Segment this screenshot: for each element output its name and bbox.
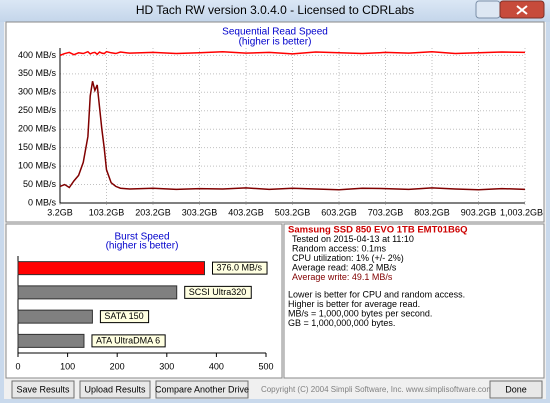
- bar-label: ATA UltraDMA 6: [96, 335, 160, 345]
- title-bar: [0, 0, 550, 22]
- bar-label-box: [184, 285, 252, 299]
- y-tick-label: 200 MB/s: [18, 124, 57, 134]
- bar-label: 376.0 MB/s: [216, 263, 262, 273]
- x-tick-label: 203.2GB: [135, 207, 171, 217]
- x-tick-label: 403.2GB: [228, 207, 264, 217]
- x-tick-label: 1,003.2GB: [500, 207, 543, 217]
- close-icon: [516, 5, 528, 15]
- x-tick-label: 903.2GB: [461, 207, 497, 217]
- info-line: Random access: 0.1ms: [292, 243, 387, 253]
- info-line: Average write: 49.1 MB/s: [292, 272, 393, 282]
- button-label[interactable]: Done: [505, 384, 527, 394]
- y-tick-label: 300 MB/s: [18, 87, 57, 97]
- x-tick-label: 103.2GB: [89, 207, 125, 217]
- y-tick-label: 0 MB/s: [28, 197, 57, 207]
- button-label[interactable]: Compare Another Drive: [155, 384, 249, 394]
- y-tick-label: 150 MB/s: [18, 142, 57, 152]
- x-tick-label: 200: [110, 361, 125, 371]
- button[interactable]: Done: [489, 380, 543, 399]
- x-tick-label: 803.2GB: [414, 207, 450, 217]
- info-line: CPU utilization: 1% (+/- 2%): [292, 253, 404, 263]
- bar: [17, 261, 205, 276]
- button[interactable]: Upload Results: [79, 380, 151, 399]
- bar: [17, 333, 85, 348]
- chart-subtitle: (higher is better): [239, 37, 312, 48]
- info-note: GB = 1,000,000,000 bytes.: [288, 318, 395, 328]
- info-note: MB/s = 1,000,000 bytes per second.: [288, 308, 432, 318]
- data-line: [59, 81, 526, 191]
- chart-title: Burst Speed: [114, 232, 169, 243]
- bar-label: SATA 150: [104, 311, 143, 321]
- x-tick-label: 303.2GB: [182, 207, 218, 217]
- x-tick-label: 400: [209, 361, 224, 371]
- info-line: Average read: 408.2 MB/s: [292, 262, 397, 272]
- bar: [17, 285, 178, 300]
- info-panel: [283, 223, 545, 379]
- button[interactable]: Save Results: [11, 380, 75, 399]
- minimize-button[interactable]: [475, 0, 501, 19]
- x-tick-label: 3.2GB: [47, 207, 73, 217]
- y-tick-label: 350 MB/s: [18, 68, 57, 78]
- copyright: Copyright (C) 2004 Simpli Software, Inc.…: [261, 385, 493, 394]
- bar-label: SCSI Ultra320: [189, 287, 247, 297]
- chart-title: Sequential Read Speed: [222, 27, 328, 38]
- x-tick-label: 703.2GB: [368, 207, 404, 217]
- button-label[interactable]: Save Results: [16, 384, 70, 394]
- drive-name: Samsung SSD 850 EVO 1TB EMT01B6Q: [288, 225, 468, 236]
- y-tick-label: 50 MB/s: [23, 179, 57, 189]
- chart-subtitle: (higher is better): [106, 241, 179, 252]
- info-line: Tested on 2015-04-13 at 11:10: [292, 234, 414, 244]
- x-tick-label: 603.2GB: [321, 207, 357, 217]
- info-note: Higher is better for average read.: [288, 299, 420, 309]
- x-tick-label: 300: [159, 361, 174, 371]
- y-tick-label: 250 MB/s: [18, 105, 57, 115]
- x-tick-label: 503.2GB: [275, 207, 311, 217]
- x-tick-label: 0: [15, 361, 20, 371]
- bar-label-box: [99, 310, 150, 324]
- button[interactable]: Compare Another Drive: [155, 380, 249, 399]
- bar-label-box: [91, 334, 166, 348]
- x-tick-label: 500: [258, 361, 273, 371]
- window-title: HD Tach RW version 3.0.4.0 - Licensed to…: [136, 3, 414, 17]
- data-line: [59, 50, 526, 57]
- y-tick-label: 100 MB/s: [18, 160, 57, 170]
- axis: [59, 48, 525, 204]
- x-tick-label: 100: [60, 361, 75, 371]
- info-note: Lower is better for CPU and random acces…: [288, 289, 465, 299]
- burst-panel: [5, 223, 283, 379]
- bar-label-box: [211, 261, 268, 275]
- bar: [17, 309, 93, 324]
- button-label[interactable]: Upload Results: [84, 384, 146, 394]
- y-tick-label: 400 MB/s: [18, 50, 57, 60]
